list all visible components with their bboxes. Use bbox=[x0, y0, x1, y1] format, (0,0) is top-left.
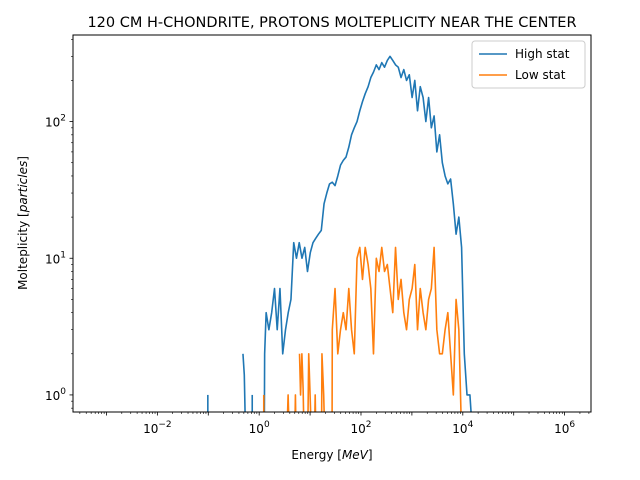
y-tick-label: 102 bbox=[45, 114, 66, 130]
x-axis-label-text: Energy bbox=[291, 448, 333, 462]
y-axis: 100 101 102 bbox=[45, 38, 73, 409]
x-tick-label: 10−2 bbox=[143, 420, 172, 436]
x-axis-unit: MeV bbox=[342, 448, 369, 462]
legend: High stat Low stat bbox=[471, 40, 586, 89]
series-low-stat-line-4 bbox=[307, 352, 312, 412]
x-tick-label: 104 bbox=[452, 420, 473, 436]
series-high-stat-line-3 bbox=[263, 55, 472, 412]
series-layer bbox=[207, 55, 472, 412]
series-low-stat-line-6 bbox=[320, 352, 325, 412]
series-high-stat-line-1 bbox=[242, 353, 246, 412]
series-low-stat-line-7 bbox=[331, 246, 462, 412]
chart-title: 120 CM H-CHONDRITE, PROTONS MOLTEPLICITY… bbox=[87, 15, 576, 31]
y-axis-label-text: Molteplicity bbox=[16, 221, 30, 290]
legend-box bbox=[471, 40, 586, 89]
x-tick-label: 106 bbox=[554, 420, 575, 436]
x-axis-label: Energy [MeV] bbox=[291, 448, 372, 462]
series-low-stat-line-3 bbox=[298, 352, 305, 412]
series-low-stat-line-2 bbox=[294, 394, 297, 412]
y-axis-label: Molteplicity [particles] bbox=[16, 156, 30, 290]
series-low-stat-line-5 bbox=[314, 394, 317, 412]
x-tick-label: 100 bbox=[249, 420, 270, 436]
legend-label-low-stat: Low stat bbox=[515, 68, 566, 82]
legend-label-high-stat: High stat bbox=[515, 47, 570, 61]
y-tick-label: 101 bbox=[45, 250, 66, 266]
x-axis: 10−2 100 102 104 106 bbox=[79, 412, 590, 436]
y-tick-label: 100 bbox=[45, 387, 66, 403]
y-axis-unit: particles bbox=[16, 161, 30, 214]
plot-frame bbox=[72, 34, 592, 413]
x-tick-label: 102 bbox=[350, 420, 371, 436]
series-low-stat-line-1 bbox=[286, 394, 290, 412]
